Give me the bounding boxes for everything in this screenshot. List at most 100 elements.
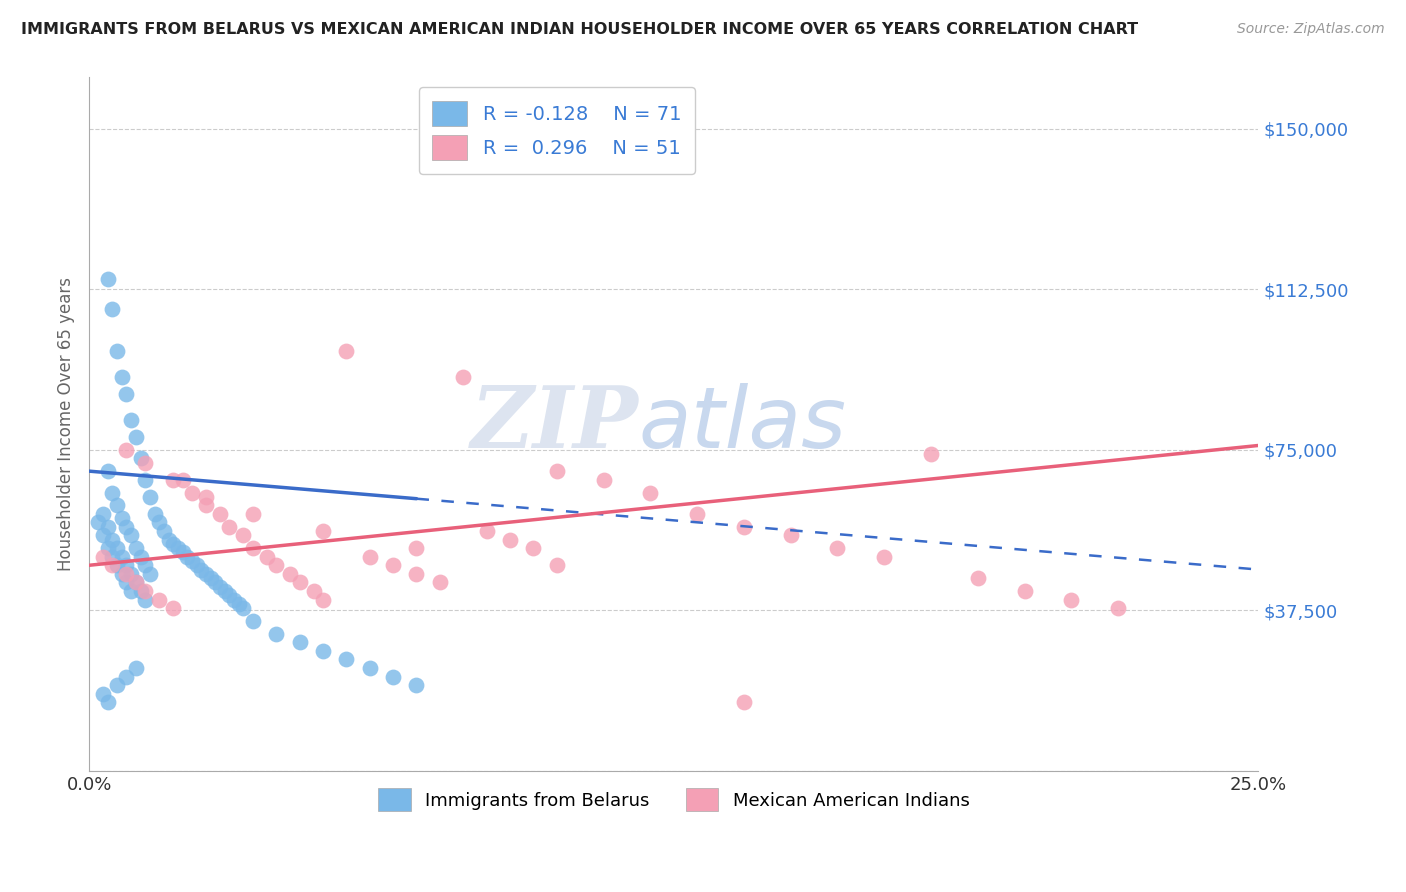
Point <box>105 558 128 573</box>
Point <box>278 566 301 581</box>
Y-axis label: Householder Income Over 65 years: Householder Income Over 65 years <box>58 277 75 571</box>
Point <box>97 464 120 478</box>
Point <box>115 566 138 581</box>
Point <box>405 678 427 692</box>
Point <box>134 558 156 573</box>
Point <box>91 549 114 564</box>
Point <box>97 271 120 285</box>
Point <box>105 499 128 513</box>
Point <box>204 575 226 590</box>
Point <box>181 485 204 500</box>
Point <box>920 447 942 461</box>
Point <box>232 601 254 615</box>
Point <box>218 588 240 602</box>
Point <box>115 575 138 590</box>
Point <box>382 558 405 573</box>
Point <box>91 507 114 521</box>
Point <box>546 464 568 478</box>
Point <box>143 507 166 521</box>
Point <box>335 652 357 666</box>
Point <box>134 584 156 599</box>
Point <box>475 524 498 538</box>
Point <box>966 571 988 585</box>
Point <box>242 541 264 556</box>
Point <box>129 584 152 599</box>
Point <box>181 554 204 568</box>
Point <box>195 566 218 581</box>
Point <box>451 370 474 384</box>
Point <box>105 344 128 359</box>
Point <box>264 626 287 640</box>
Point <box>87 516 110 530</box>
Point <box>115 520 138 534</box>
Point <box>97 520 120 534</box>
Point <box>1014 584 1036 599</box>
Point <box>195 499 218 513</box>
Point <box>359 549 381 564</box>
Point <box>592 473 614 487</box>
Point <box>359 661 381 675</box>
Point <box>120 413 142 427</box>
Point <box>91 687 114 701</box>
Point <box>242 614 264 628</box>
Point <box>200 571 222 585</box>
Point <box>111 549 134 564</box>
Point <box>522 541 544 556</box>
Point <box>312 592 335 607</box>
Point <box>827 541 849 556</box>
Point <box>264 558 287 573</box>
Point <box>172 473 194 487</box>
Point <box>120 528 142 542</box>
Point <box>228 597 250 611</box>
Point <box>153 524 176 538</box>
Point <box>125 575 148 590</box>
Point <box>134 592 156 607</box>
Point <box>405 541 427 556</box>
Point <box>129 549 152 564</box>
Point <box>209 507 232 521</box>
Point <box>111 566 134 581</box>
Point <box>120 584 142 599</box>
Text: IMMIGRANTS FROM BELARUS VS MEXICAN AMERICAN INDIAN HOUSEHOLDER INCOME OVER 65 YE: IMMIGRANTS FROM BELARUS VS MEXICAN AMERI… <box>21 22 1139 37</box>
Point <box>1060 592 1083 607</box>
Point <box>125 541 148 556</box>
Point <box>218 520 240 534</box>
Point <box>546 558 568 573</box>
Point <box>101 533 124 547</box>
Point <box>105 541 128 556</box>
Point <box>733 520 755 534</box>
Point <box>686 507 709 521</box>
Point <box>640 485 662 500</box>
Point <box>105 678 128 692</box>
Point <box>115 387 138 401</box>
Text: atlas: atlas <box>638 383 846 466</box>
Point <box>405 566 427 581</box>
Point <box>101 558 124 573</box>
Point <box>302 584 325 599</box>
Point <box>779 528 801 542</box>
Point <box>148 592 170 607</box>
Point <box>101 549 124 564</box>
Point <box>335 344 357 359</box>
Point <box>125 661 148 675</box>
Text: Source: ZipAtlas.com: Source: ZipAtlas.com <box>1237 22 1385 37</box>
Point <box>190 563 212 577</box>
Point <box>312 644 335 658</box>
Point <box>195 490 218 504</box>
Point <box>172 545 194 559</box>
Point <box>111 370 134 384</box>
Point <box>382 669 405 683</box>
Point <box>148 516 170 530</box>
Point <box>157 533 180 547</box>
Point <box>162 537 184 551</box>
Point <box>115 558 138 573</box>
Point <box>139 490 162 504</box>
Point <box>120 566 142 581</box>
Point <box>162 473 184 487</box>
Point <box>91 528 114 542</box>
Point <box>873 549 896 564</box>
Point <box>733 695 755 709</box>
Point <box>125 430 148 444</box>
Point <box>115 442 138 457</box>
Point <box>167 541 190 556</box>
